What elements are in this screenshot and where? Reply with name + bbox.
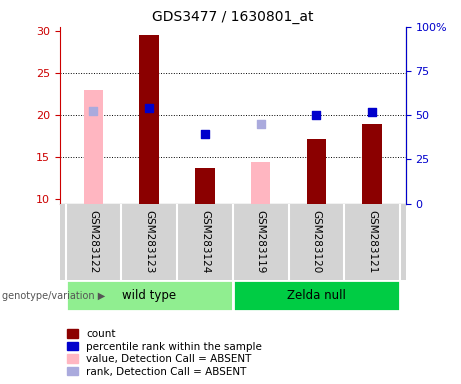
Text: genotype/variation ▶: genotype/variation ▶ xyxy=(2,291,106,301)
Bar xyxy=(83,90,103,204)
Text: GSM283119: GSM283119 xyxy=(256,210,266,273)
Bar xyxy=(307,139,326,204)
Text: GSM283120: GSM283120 xyxy=(312,210,321,273)
Bar xyxy=(65,280,233,311)
Text: GSM283123: GSM283123 xyxy=(144,210,154,273)
Legend: count, percentile rank within the sample, value, Detection Call = ABSENT, rank, : count, percentile rank within the sample… xyxy=(65,327,264,379)
Bar xyxy=(233,280,400,311)
Text: wild type: wild type xyxy=(122,289,176,302)
Text: GSM283124: GSM283124 xyxy=(200,210,210,273)
Title: GDS3477 / 1630801_at: GDS3477 / 1630801_at xyxy=(152,10,313,25)
Point xyxy=(90,108,97,114)
Point xyxy=(146,104,153,111)
Bar xyxy=(251,162,271,204)
Point xyxy=(313,112,320,118)
Bar xyxy=(139,35,159,204)
Text: GSM283121: GSM283121 xyxy=(367,210,377,273)
Text: Zelda null: Zelda null xyxy=(287,289,346,302)
Bar xyxy=(195,168,215,204)
Bar xyxy=(362,124,382,204)
Text: GSM283122: GSM283122 xyxy=(89,210,98,273)
Point xyxy=(201,131,209,137)
Point xyxy=(368,109,376,115)
Point xyxy=(257,121,264,127)
